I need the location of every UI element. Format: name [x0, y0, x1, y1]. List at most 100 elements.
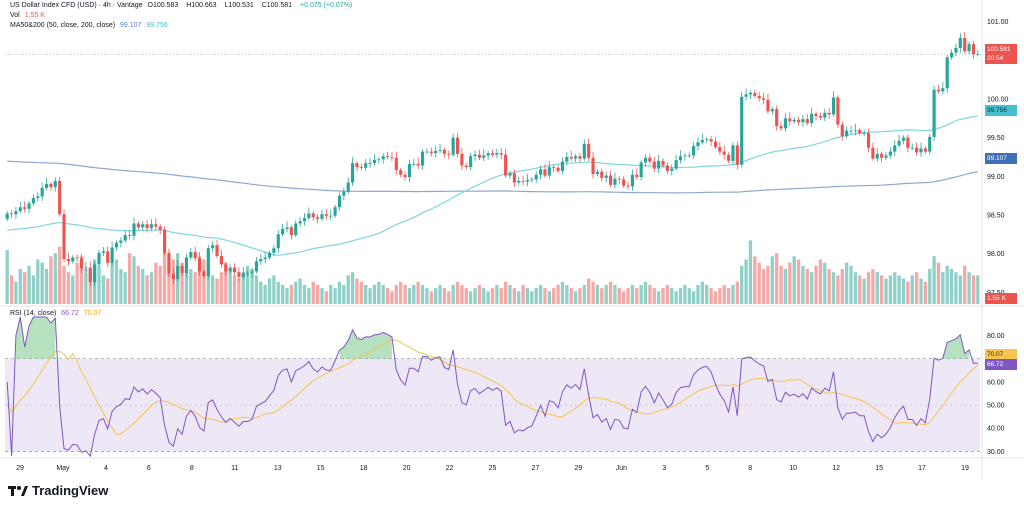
volume-bar — [718, 288, 722, 304]
volume-bar — [879, 275, 884, 304]
candle-body — [193, 252, 197, 259]
candle-body — [364, 163, 368, 168]
candle-body — [237, 272, 241, 277]
brand-name: TradingView — [32, 483, 109, 498]
volume-bar — [158, 265, 162, 304]
symbol-title: US Dollar Index CFD (USD) · 4h · Vantage — [10, 2, 143, 9]
volume-bar — [154, 262, 158, 304]
volume-bar — [53, 253, 57, 304]
price-tick-label: 101.00 — [987, 19, 1009, 26]
volume-bar — [871, 269, 875, 304]
tradingview-logo[interactable]: TradingView — [8, 483, 108, 498]
volume-bar — [499, 288, 503, 304]
candle-body — [801, 119, 805, 123]
volume-bar — [145, 275, 149, 304]
candle-body — [276, 234, 280, 249]
volume-bar — [9, 275, 14, 304]
candle-body — [753, 92, 757, 96]
candle-body — [394, 157, 398, 171]
volume-bar — [678, 288, 683, 304]
volume-bar — [31, 275, 36, 304]
price-tick-label: 100.00 — [987, 97, 1009, 104]
volume-bar — [814, 265, 818, 304]
candle-body — [945, 57, 949, 89]
volume-bar — [442, 288, 447, 304]
candle-body — [517, 180, 521, 183]
candle-body — [897, 140, 901, 146]
candle-body — [329, 215, 333, 217]
candle-body — [639, 162, 643, 178]
volume-bar — [66, 272, 71, 304]
candle-body — [893, 145, 897, 152]
candle-body — [355, 163, 359, 168]
time-tick-label: 4 — [104, 465, 108, 472]
candle-body — [412, 163, 416, 165]
volume-bar — [49, 256, 53, 304]
candle-body — [700, 139, 704, 143]
volume-bar — [888, 275, 893, 304]
candle-body — [543, 169, 547, 176]
volume-bar — [302, 284, 307, 304]
ma50-value: 99.756 — [146, 22, 168, 29]
volume-bar — [875, 272, 879, 304]
candle-body — [206, 248, 210, 277]
volume-bar — [40, 262, 44, 304]
candle-body — [499, 153, 503, 155]
volume-bar — [119, 269, 123, 304]
volume-bar — [372, 284, 377, 304]
candle-body — [932, 89, 936, 137]
volume-bar — [928, 269, 932, 304]
candle-body — [482, 155, 486, 158]
volume-bar — [403, 284, 407, 304]
candle-body — [608, 175, 613, 185]
volume-bar — [434, 288, 438, 304]
candle-body — [783, 118, 788, 129]
candle-body — [390, 157, 394, 158]
candle-body — [163, 229, 167, 253]
time-tick-label: 15 — [317, 465, 325, 472]
rsi-ma-tag: 70.07 — [985, 349, 1017, 360]
volume-bar — [110, 262, 114, 304]
time-tick-label: 3 — [662, 465, 666, 472]
candle-body — [858, 129, 862, 134]
candle-body — [438, 150, 442, 151]
candle-body — [184, 257, 189, 273]
volume-bar — [556, 284, 560, 304]
volume-bar — [976, 275, 980, 304]
volume-bar — [565, 284, 569, 304]
candle-body — [923, 148, 927, 152]
volume-bar — [932, 256, 936, 304]
candle-body — [744, 94, 748, 97]
volume-bar — [971, 275, 976, 304]
volume-bar — [324, 291, 329, 304]
candle-body — [552, 167, 556, 168]
candle-body — [827, 112, 831, 115]
candle-body — [407, 163, 412, 178]
volume-value: 1.55 K — [24, 12, 45, 19]
volume-bar — [858, 275, 862, 304]
candle-body — [635, 174, 639, 178]
volume-bar — [569, 288, 573, 304]
volume-bar — [315, 284, 320, 304]
ma-label: MA50&200 (50, close, 200, close) — [10, 22, 116, 29]
volume-bar — [766, 265, 770, 304]
volume-bar — [399, 281, 403, 304]
candle-body — [289, 227, 293, 236]
volume-bar — [683, 284, 687, 304]
volume-bar — [333, 288, 337, 304]
candle-body — [775, 109, 779, 127]
candle-body — [547, 167, 551, 176]
price-tick-label: 99.50 — [987, 135, 1005, 142]
candle-body — [814, 113, 818, 117]
candle-body — [211, 245, 215, 249]
volume-bar — [740, 265, 744, 304]
candle-body — [381, 156, 385, 160]
volume-bar — [560, 281, 565, 304]
volume-bar — [552, 288, 556, 304]
rsi-tick-label: 80.00 — [987, 333, 1005, 340]
rsi-ma-line — [6, 338, 979, 435]
candle-body — [263, 257, 267, 260]
candle-body — [880, 153, 884, 158]
candle-body — [648, 157, 652, 162]
